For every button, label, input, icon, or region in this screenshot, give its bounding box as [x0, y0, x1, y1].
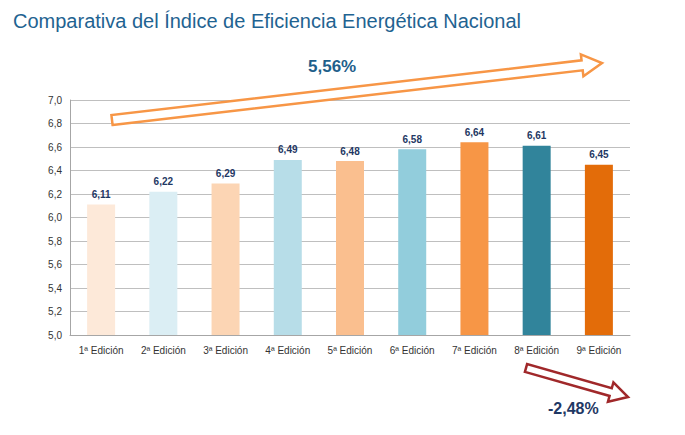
svg-text:1ª Edición: 1ª Edición	[79, 345, 124, 356]
svg-text:6,6: 6,6	[48, 142, 62, 153]
svg-text:3ª Edición: 3ª Edición	[203, 345, 248, 356]
svg-text:6,49: 6,49	[278, 144, 298, 155]
svg-text:6,58: 6,58	[402, 134, 422, 145]
svg-text:6,64: 6,64	[465, 127, 485, 138]
svg-text:4ª Edición: 4ª Edición	[265, 345, 310, 356]
svg-text:7,0: 7,0	[48, 95, 62, 106]
svg-text:6,4: 6,4	[48, 165, 62, 176]
svg-text:8ª Edición: 8ª Edición	[514, 345, 559, 356]
svg-text:6,29: 6,29	[216, 168, 236, 179]
svg-text:6,61: 6,61	[527, 130, 547, 141]
svg-text:5,2: 5,2	[48, 306, 62, 317]
svg-text:9ª Edición: 9ª Edición	[576, 345, 621, 356]
svg-text:6,45: 6,45	[589, 149, 609, 160]
svg-text:2ª Edición: 2ª Edición	[141, 345, 186, 356]
svg-text:Comparativa del Índice de Efic: Comparativa del Índice de Eficiencia Ene…	[13, 10, 521, 32]
svg-text:5,6: 5,6	[48, 259, 62, 270]
svg-text:5,0: 5,0	[48, 330, 62, 341]
svg-text:6ª Edición: 6ª Edición	[390, 345, 435, 356]
svg-text:5ª Edición: 5ª Edición	[328, 345, 373, 356]
svg-text:6,8: 6,8	[48, 118, 62, 129]
svg-text:7ª Edición: 7ª Edición	[452, 345, 497, 356]
svg-text:6,48: 6,48	[340, 146, 360, 157]
svg-text:6,0: 6,0	[48, 212, 62, 223]
svg-text:5,4: 5,4	[48, 283, 62, 294]
svg-text:-2,48%: -2,48%	[548, 400, 599, 417]
svg-text:5,8: 5,8	[48, 236, 62, 247]
svg-text:6,11: 6,11	[92, 189, 111, 200]
svg-text:6,2: 6,2	[48, 189, 62, 200]
svg-text:5,56%: 5,56%	[308, 57, 356, 76]
svg-text:6,22: 6,22	[154, 176, 174, 187]
